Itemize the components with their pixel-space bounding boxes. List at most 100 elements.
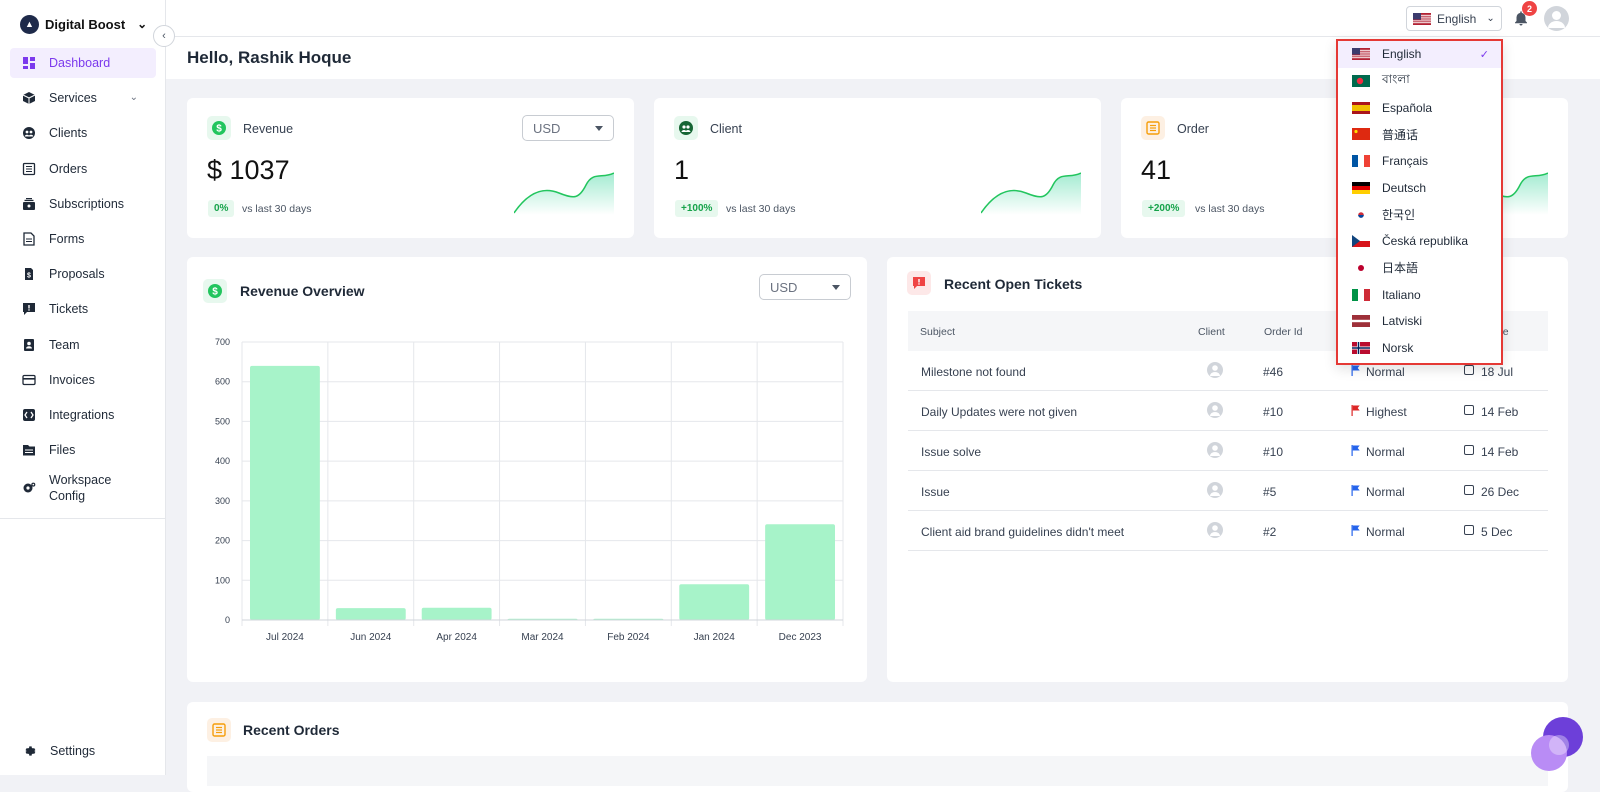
- user-icon: [1210, 525, 1220, 536]
- x-tick-label: Dec 2023: [779, 632, 822, 643]
- sidebar-item-proposals[interactable]: $ Proposals: [10, 259, 156, 289]
- language-option-fr[interactable]: Français: [1338, 148, 1501, 175]
- bell-icon[interactable]: [1512, 8, 1530, 28]
- invoices-icon: [22, 373, 36, 387]
- x-tick-label: Jul 2024: [266, 632, 304, 643]
- lv-flag-icon: [1352, 315, 1370, 328]
- change-badge: 0%: [208, 200, 235, 217]
- user-icon: [1210, 445, 1220, 456]
- recent-orders-icon-wrap: [207, 718, 231, 742]
- clients-icon: [22, 126, 36, 140]
- client-sparkline: [981, 172, 1081, 215]
- client-avatar: [1207, 522, 1223, 538]
- settings-label: Settings: [50, 744, 96, 758]
- gear-icon: [22, 481, 36, 495]
- ticket-priority: Normal: [1366, 365, 1405, 379]
- calendar-icon: [1464, 365, 1474, 375]
- language-option-it[interactable]: Italiano: [1338, 281, 1501, 308]
- table-row[interactable]: Issue solve #10 Normal 14 Feb: [908, 431, 1548, 471]
- change-badge: +100%: [675, 200, 719, 217]
- svg-text:$: $: [216, 124, 222, 135]
- stat-value: $ 1037: [207, 155, 290, 185]
- sidebar-item-tickets[interactable]: Tickets: [10, 294, 156, 324]
- language-option-cz[interactable]: Česká republika: [1338, 228, 1501, 255]
- svg-text:$: $: [212, 287, 218, 298]
- language-option-jp[interactable]: 日本語: [1338, 255, 1501, 282]
- y-tick-label: 600: [215, 377, 230, 387]
- es-flag-icon: [1352, 101, 1370, 114]
- sidebar-item-subscriptions[interactable]: Subscriptions: [10, 189, 156, 219]
- ticket-date: 5 Dec: [1481, 525, 1513, 539]
- ticket-alert-icon: [913, 277, 925, 289]
- revenue-stat-card: $ Revenue USD $ 1037 0% vs last 30 days: [187, 98, 634, 238]
- language-option-label: 한국인: [1382, 208, 1416, 223]
- y-tick-label: 400: [215, 456, 230, 466]
- x-tick-label: Jun 2024: [350, 632, 392, 643]
- sidebar-item-services[interactable]: Services ⌄: [10, 83, 156, 113]
- table-row[interactable]: Client aid brand guidelines didn't meet #…: [908, 511, 1548, 551]
- currency-select[interactable]: USD: [759, 274, 851, 300]
- sidebar-item-label: Team: [49, 337, 80, 352]
- clients-icon: [679, 121, 693, 135]
- calendar-icon: [1464, 445, 1474, 455]
- sidebar-item-files[interactable]: Files: [10, 435, 156, 465]
- y-tick-label: 700: [215, 337, 230, 347]
- language-selector[interactable]: English ⌄: [1406, 6, 1502, 31]
- bar[interactable]: [679, 584, 750, 620]
- bar[interactable]: [421, 607, 492, 620]
- y-tick-label: 0: [225, 615, 230, 625]
- sidebar-item-label: Invoices: [49, 372, 95, 387]
- language-option-no[interactable]: Norsk: [1338, 335, 1501, 362]
- ticket-order-id: #5: [1263, 485, 1277, 499]
- table-row[interactable]: Milestone not found #46 Normal 18 Jul: [908, 351, 1548, 391]
- y-tick-label: 100: [215, 575, 230, 585]
- sidebar-divider: [0, 518, 166, 519]
- sidebar-item-label: Forms: [49, 231, 85, 246]
- language-option-bd[interactable]: বাংলা: [1338, 68, 1501, 95]
- bar[interactable]: [250, 365, 320, 620]
- sidebar-item-dashboard[interactable]: Dashboard: [10, 48, 156, 78]
- sidebar-item-orders[interactable]: Orders: [10, 154, 156, 184]
- table-row[interactable]: Issue #5 Normal 26 Dec: [908, 471, 1548, 511]
- stat-title: Order: [1177, 122, 1209, 136]
- workspace-switcher[interactable]: ▲ Digital Boost ⌄: [20, 12, 147, 36]
- sidebar-item-integrations[interactable]: Integrations: [10, 400, 156, 430]
- sidebar-item-label: Dashboard: [49, 56, 111, 70]
- header-subject: Subject: [920, 326, 956, 338]
- bar[interactable]: [765, 524, 835, 620]
- currency-select[interactable]: USD: [522, 115, 614, 141]
- ticket-order-id: #2: [1263, 525, 1277, 539]
- user-avatar[interactable]: [1544, 6, 1569, 31]
- language-option-label: Česká republika: [1382, 234, 1469, 249]
- ticket-subject: Issue: [921, 485, 950, 499]
- sidebar-item-team[interactable]: Team: [10, 330, 156, 360]
- stat-comparison: vs last 30 days: [1195, 203, 1265, 215]
- ticket-priority: Normal: [1366, 445, 1405, 459]
- collapse-sidebar-button[interactable]: ‹: [153, 25, 175, 47]
- language-option-cn[interactable]: 普通话: [1338, 121, 1501, 148]
- revenue-overview-card: $ Revenue Overview USD 0 100 200 300 400 500 6…: [187, 257, 867, 682]
- language-option-lv[interactable]: Latviski: [1338, 308, 1501, 335]
- sidebar-item-forms[interactable]: Forms: [10, 224, 156, 254]
- chevron-left-icon: ‹: [162, 30, 166, 42]
- language-option-label: Española: [1382, 100, 1433, 115]
- bar[interactable]: [335, 608, 406, 620]
- sidebar-item-settings[interactable]: Settings: [22, 744, 95, 758]
- sidebar-item-invoices[interactable]: Invoices: [10, 365, 156, 395]
- bd-flag-icon: [1352, 75, 1370, 88]
- language-option-us[interactable]: English ✓: [1338, 41, 1501, 68]
- language-option-kr[interactable]: 한국인: [1338, 201, 1501, 228]
- sidebar-item-workspace-config[interactable]: Workspace Config: [10, 470, 156, 506]
- x-tick-label: Mar 2024: [521, 632, 564, 643]
- ticket-order-id: #46: [1263, 365, 1284, 379]
- sidebar-item-label: Tickets: [49, 302, 89, 317]
- sidebar-item-clients[interactable]: Clients: [10, 118, 156, 148]
- table-row[interactable]: Daily Updates were not given #10 Highest 14…: [908, 391, 1548, 431]
- recent-tickets-title: Recent Open Tickets: [944, 276, 1083, 292]
- chat-widget-icon[interactable]: [1525, 713, 1587, 775]
- language-option-es[interactable]: Española: [1338, 94, 1501, 121]
- cz-flag-icon: [1352, 235, 1370, 248]
- greeting: Hello, Rashik Hoque: [187, 48, 352, 67]
- language-option-de[interactable]: Deutsch: [1338, 175, 1501, 202]
- calendar-icon: [1464, 485, 1474, 495]
